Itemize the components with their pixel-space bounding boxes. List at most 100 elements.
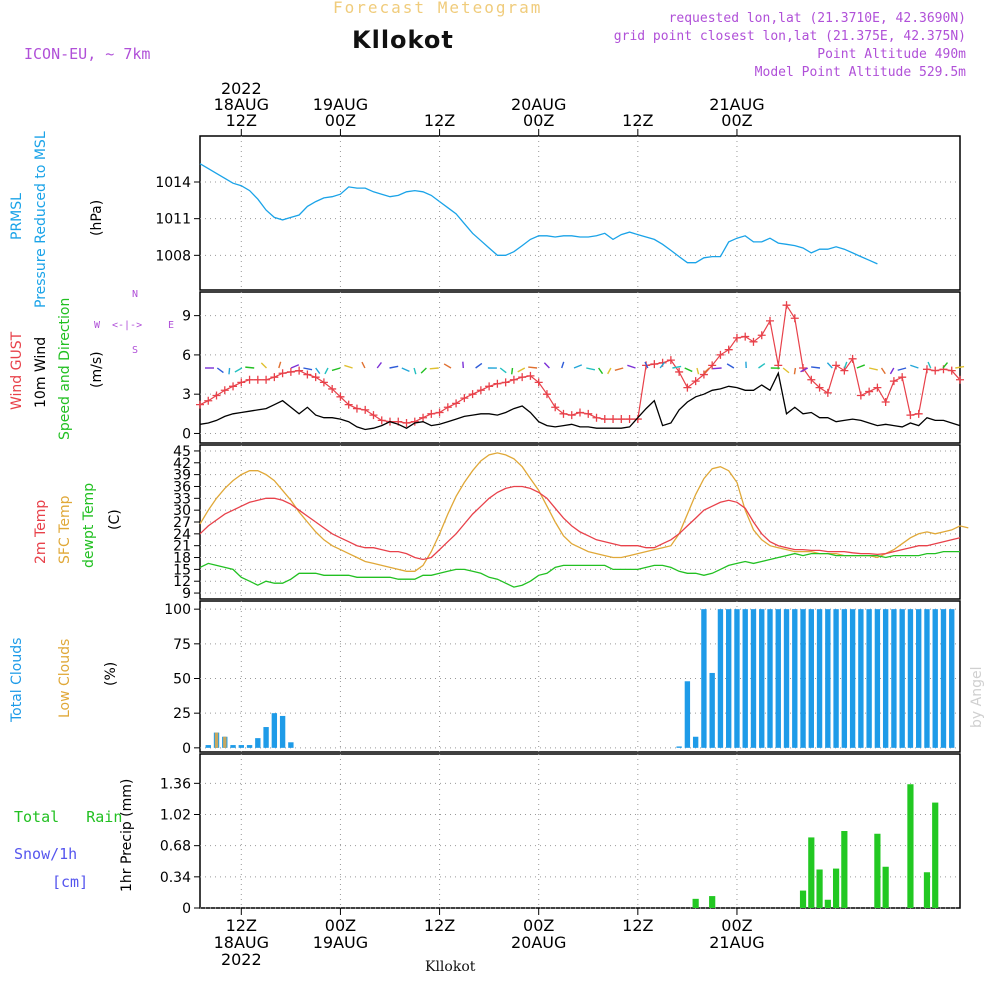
ytick-label-clouds-0: 0 (182, 741, 191, 757)
top-time-label-3-1: 00Z (523, 111, 554, 130)
snow-label: Snow/1h (14, 845, 78, 863)
total-clouds-bar-83 (882, 609, 889, 748)
rain-bar-74 (808, 837, 815, 908)
wind-dir-arrow-3 (234, 367, 243, 373)
total-clouds-bar-11 (288, 742, 294, 748)
gust-marker-66 (741, 332, 750, 341)
wind-unit: (m/s) (89, 351, 105, 388)
ytick-label-wind-3: 9 (182, 309, 191, 325)
total-clouds-bar-9 (271, 713, 278, 748)
gust-marker-92 (956, 375, 964, 384)
total-clouds-bar-69 (767, 609, 773, 748)
clouds-unit: (%) (103, 661, 119, 686)
gust-marker-15 (319, 378, 328, 387)
gust-marker-57 (666, 356, 675, 365)
ytick-label-pressure-1: 1011 (155, 212, 191, 228)
wind-dir-arrow-24 (499, 367, 507, 374)
gust-marker-16 (328, 384, 337, 393)
wind-dir-arrow-4 (245, 366, 255, 369)
t2m-label: 2m Temp (33, 499, 49, 564)
forecast-title: Forecast Meteogram (333, 0, 543, 17)
ytick-label-temp-7: 30 (173, 503, 191, 519)
gust-marker-43 (551, 403, 560, 412)
total-clouds-label: Total Clouds (9, 637, 25, 722)
series-prmsl-line (199, 163, 878, 265)
total-clouds-bar-89 (932, 609, 938, 748)
total-clouds-bar-58 (676, 746, 682, 748)
bottom-time-label-2-0: 12Z (424, 916, 455, 935)
top-time-label-1-0: 19AUG (313, 95, 368, 114)
gust-marker-12 (295, 366, 304, 375)
gust-marker-81 (865, 387, 874, 396)
ytick-label-pressure-2: 1014 (155, 175, 191, 191)
gust-marker-69 (766, 316, 774, 325)
wind-dir-arrow-16 (401, 367, 410, 372)
gust-marker-72 (790, 314, 799, 323)
rain-bar-78 (841, 831, 848, 908)
ytick-label-precip-0: 0 (182, 901, 191, 917)
gust-marker-89 (931, 366, 940, 375)
wind-dir-arrow-31 (586, 367, 596, 371)
ytick-label-wind-0: 0 (182, 426, 191, 442)
total-clouds-bar-5 (238, 745, 244, 748)
wind-dir-arrow-33 (607, 367, 612, 375)
wind-dir-arrow-56 (889, 367, 895, 375)
prmsl-desc-label: Pressure Reduced to MSL (33, 131, 49, 308)
gust-marker-50 (609, 415, 618, 424)
gust-marker-25 (402, 418, 411, 427)
bottom-location: Kllokot (425, 959, 476, 975)
wind-dir-arrow-43 (726, 363, 735, 369)
ytick-label-pressure-0: 1008 (155, 248, 191, 264)
wind-dir-arrow-32 (598, 367, 604, 375)
top-time-label-5-0: 21AUG (709, 95, 764, 114)
wind-dir-arrow-40 (696, 367, 700, 375)
total-clouds-bar-60 (692, 736, 699, 748)
wind-dir-arrow-57 (897, 367, 907, 371)
gust-marker-82 (873, 383, 882, 392)
total-clouds-bar-70 (775, 609, 781, 748)
rain-bar-88 (923, 872, 931, 908)
total-clouds-bar-1 (205, 745, 211, 748)
gust-marker-37 (501, 378, 510, 387)
wind-dir-arrow-55 (880, 367, 886, 375)
bottom-time-label-1-0: 00Z (325, 916, 356, 935)
rain-bar-77 (832, 868, 840, 908)
gust-marker-63 (716, 350, 725, 359)
gust-marker-34 (476, 386, 485, 395)
gust-marker-31 (452, 399, 461, 408)
gust-marker-3 (220, 386, 229, 395)
wind-dir-arrow-5 (260, 362, 267, 369)
grid-point-lonlat: grid point closest lon,lat (21.375E, 42.… (613, 29, 966, 44)
gust-marker-55 (650, 360, 659, 369)
wind-dir-arrow-30 (573, 364, 583, 369)
gust-marker-30 (443, 403, 452, 412)
gust-marker-64 (724, 345, 733, 354)
total-clouds-bar-72 (792, 609, 798, 748)
wind-dir-arrow-60 (942, 362, 949, 369)
total-clouds-bar-90 (940, 609, 947, 748)
total-clouds-bar-78 (841, 609, 848, 748)
gust-marker-44 (559, 409, 568, 418)
gust-marker-46 (576, 408, 584, 417)
gust-marker-45 (567, 411, 576, 420)
compass-mid: <-|-> (112, 320, 143, 331)
wind-dir-arrow-22 (475, 362, 483, 369)
total-clouds-bar-81 (866, 609, 872, 748)
ytick-label-temp-2: 15 (173, 562, 191, 578)
ytick-label-precip-1: 0.34 (160, 870, 191, 886)
wind-dir-arrow-37 (659, 362, 666, 369)
gust-marker-86 (906, 411, 915, 420)
wind-dir-arrow-28 (543, 362, 550, 369)
wind-dir-arrow-13 (361, 361, 366, 369)
gust-marker-77 (832, 361, 841, 370)
requested-lonlat: requested lon,lat (21.3710E, 42.3690N) (668, 11, 966, 26)
wind-dir-arrow-54 (869, 367, 878, 371)
wind-dir-arrow-27 (528, 366, 538, 369)
gust-marker-36 (493, 379, 502, 388)
gust-marker-52 (625, 415, 634, 424)
gust-marker-47 (584, 409, 593, 418)
pressure-unit: (hPa) (89, 199, 105, 236)
wind-dir-arrow-41 (703, 367, 710, 374)
bottom-time-label-3-1: 20AUG (511, 933, 566, 952)
